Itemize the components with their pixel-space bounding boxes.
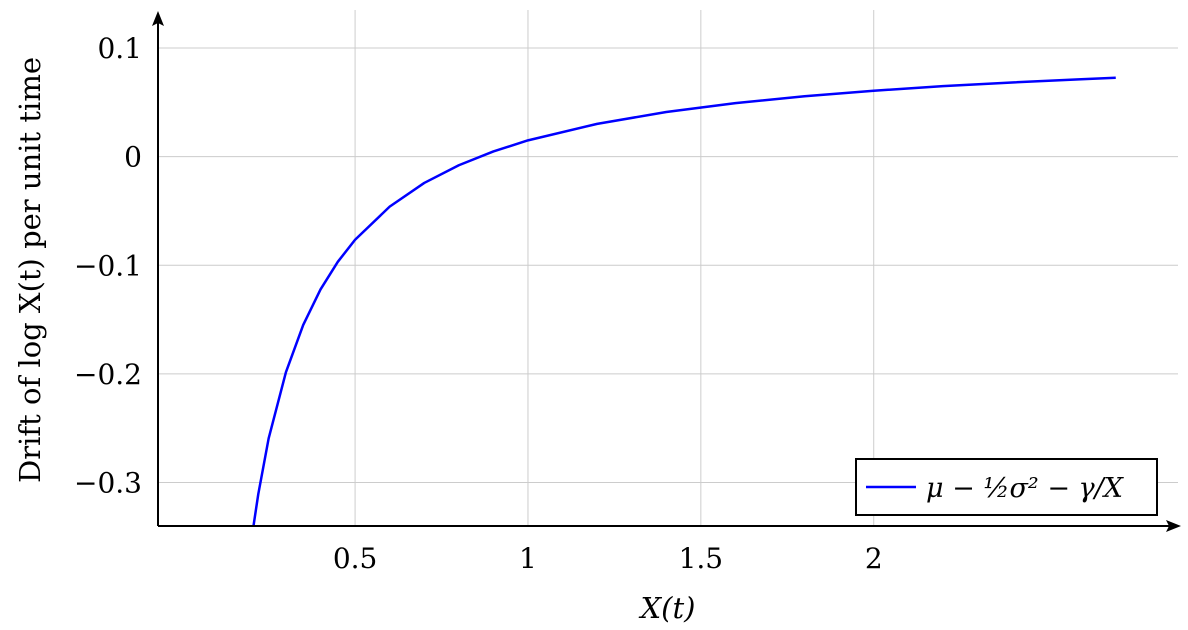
- axes: [152, 11, 1181, 532]
- x-tick-label: 0.5: [333, 542, 378, 575]
- y-tick-label: 0.1: [97, 32, 142, 65]
- y-tick-label: −0.1: [74, 249, 142, 282]
- x-tick-label: 1.5: [679, 542, 724, 575]
- y-axis-title: Drift of log X(t) per unit time: [13, 57, 47, 483]
- legend: μ − ½σ² − γ/X: [855, 458, 1158, 516]
- y-tick-label: −0.3: [74, 467, 142, 500]
- series-line: [252, 76, 1116, 526]
- y-tick-label: 0: [124, 141, 142, 174]
- series-layer: [252, 76, 1116, 526]
- x-tick-label: 1: [519, 542, 537, 575]
- x-axis-title: X(t): [639, 591, 696, 625]
- grid: [158, 10, 1178, 526]
- y-tick-label: −0.2: [74, 358, 142, 391]
- x-axis-arrow: [1166, 520, 1181, 532]
- tick-labels: 0.5 1 1.5 2 0.1 0 −0.1 −0.2 −0.3: [74, 32, 883, 575]
- x-tick-label: 2: [865, 542, 883, 575]
- y-axis-arrow: [152, 11, 164, 26]
- legend-label: μ − ½σ² − γ/X: [926, 473, 1125, 504]
